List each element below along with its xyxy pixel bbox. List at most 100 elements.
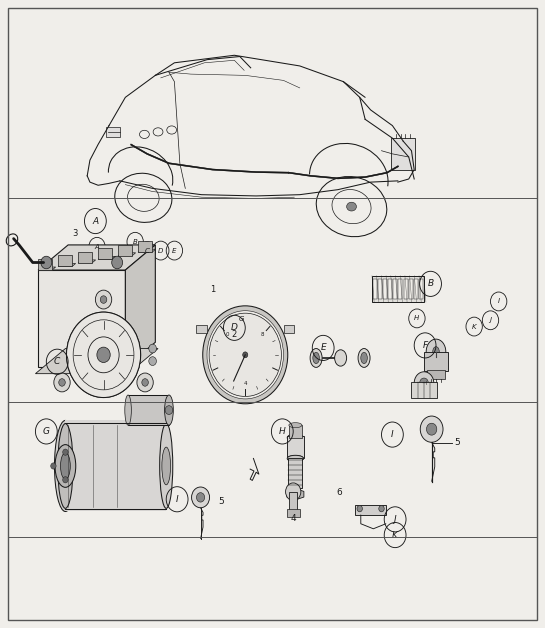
Ellipse shape [433,347,439,357]
Polygon shape [38,270,125,367]
Text: 5: 5 [218,497,224,506]
Text: J: J [489,317,492,323]
Text: 6: 6 [337,489,342,497]
Bar [283,325,294,333]
Bar [424,352,448,371]
Circle shape [54,373,70,392]
Bar [65,420,166,511]
Circle shape [63,449,68,455]
Polygon shape [78,260,95,263]
Circle shape [243,352,248,358]
Circle shape [207,311,283,399]
Circle shape [97,347,110,362]
Text: D: D [158,247,164,254]
Bar [355,505,386,515]
Ellipse shape [426,339,446,364]
Bar [287,509,300,517]
Bar [98,248,112,259]
Text: E: E [172,247,177,254]
Text: A: A [95,244,99,250]
Circle shape [95,290,112,309]
Bar [58,255,72,266]
Text: 4: 4 [244,381,247,386]
Text: 5: 5 [455,438,461,447]
Polygon shape [287,489,304,500]
Ellipse shape [347,202,356,211]
Bar [398,279,402,299]
Bar [393,279,397,299]
Text: F: F [422,341,428,350]
Bar [373,279,377,299]
Circle shape [142,379,148,386]
Ellipse shape [335,350,347,366]
Text: I: I [176,495,178,504]
Text: 0: 0 [226,332,229,337]
Bar [288,458,302,488]
Bar [378,279,381,299]
Text: C: C [145,248,149,254]
Circle shape [379,506,384,512]
Ellipse shape [361,352,367,364]
Ellipse shape [160,423,173,509]
Text: 2: 2 [232,330,237,338]
Text: 8: 8 [261,332,264,337]
Text: B: B [427,279,434,288]
Text: K: K [472,323,476,330]
Text: J: J [394,515,396,524]
Ellipse shape [289,423,302,428]
Bar [372,276,424,302]
Bar [383,279,387,299]
Polygon shape [125,245,155,367]
Ellipse shape [313,352,319,364]
Circle shape [420,416,443,442]
Bar [289,492,297,511]
Polygon shape [58,264,76,266]
Text: 1: 1 [210,285,215,294]
Bar [128,395,169,425]
Ellipse shape [287,455,304,462]
Ellipse shape [60,453,70,479]
Bar [414,279,418,299]
Text: 4: 4 [290,514,296,522]
Bar [118,244,132,256]
Text: G: G [238,316,244,322]
Circle shape [100,296,107,303]
Bar [78,252,92,263]
Ellipse shape [165,395,173,425]
Bar [404,279,408,299]
Polygon shape [38,267,56,270]
Circle shape [59,379,65,386]
Bar [196,325,207,333]
Text: G: G [43,427,50,436]
Ellipse shape [287,455,304,462]
Text: H: H [279,427,286,436]
Circle shape [286,483,301,501]
Bar [419,279,423,299]
Circle shape [357,506,362,512]
Bar [409,279,413,299]
Ellipse shape [54,421,76,511]
Circle shape [196,492,205,502]
Text: A: A [92,217,99,225]
Ellipse shape [310,349,322,367]
Circle shape [427,423,437,435]
Ellipse shape [162,447,171,485]
Circle shape [63,477,68,483]
Bar [427,370,445,379]
Circle shape [51,463,56,469]
Polygon shape [118,253,136,256]
Polygon shape [138,249,156,252]
Text: K: K [392,531,398,539]
Ellipse shape [125,395,131,425]
Ellipse shape [287,434,304,441]
Text: D: D [231,323,238,332]
Bar [138,241,152,252]
Circle shape [149,357,156,365]
Bar [388,279,392,299]
Bar [391,138,415,170]
Ellipse shape [58,423,73,509]
Bar [289,425,302,438]
Text: I: I [391,430,393,439]
Circle shape [66,312,141,398]
Bar [38,259,52,270]
